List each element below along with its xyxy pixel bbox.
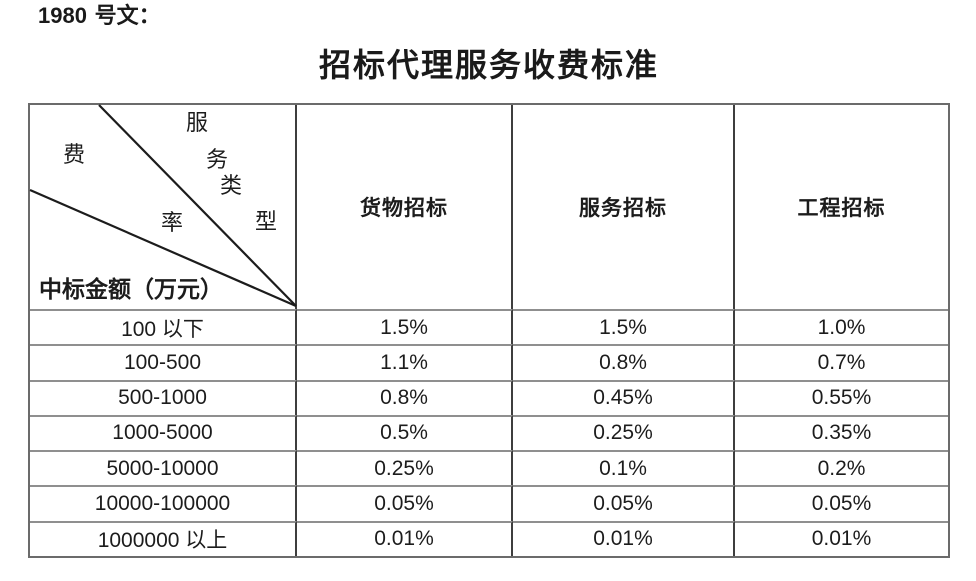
diagonal-lines — [29, 104, 297, 308]
diagonal-label-char: 型 — [254, 210, 277, 235]
fee-value: 1.0% — [735, 309, 948, 344]
fee-table: 服 务 类 型 费 率 中标金额（万元） 货物招标 服务招标 工程招标 100 … — [28, 103, 950, 558]
fee-value: 0.45% — [513, 379, 735, 415]
diagonal-label-char: 务 — [205, 148, 228, 173]
fee-value: 0.35% — [735, 414, 948, 450]
diagonal-label-char: 率 — [160, 211, 183, 236]
row-label: 1000-5000 — [30, 414, 297, 451]
fee-value: 0.25% — [513, 414, 735, 451]
fee-value: 0.05% — [735, 485, 948, 520]
fee-value: 0.5% — [297, 414, 513, 451]
corner-header-cell: 服 务 类 型 费 率 中标金额（万元） — [29, 104, 297, 309]
fee-value: 0.01% — [513, 520, 735, 556]
fee-value: 0.55% — [735, 379, 948, 415]
row-label: 5000-10000 — [30, 450, 297, 486]
page-title: 招标代理服务收费标准 — [318, 46, 659, 84]
amount-header-label: 中标金额（万元） — [39, 276, 223, 303]
column-header-goods: 货物招标 — [297, 105, 513, 309]
fee-value: 1.1% — [297, 344, 513, 380]
fee-value: 1.5% — [297, 309, 513, 345]
fee-value: 0.1% — [513, 450, 735, 486]
fee-value: 0.8% — [513, 344, 735, 380]
fee-value: 0.25% — [297, 450, 513, 486]
fee-value: 0.2% — [735, 450, 948, 485]
row-label: 100 以下 — [30, 309, 297, 345]
row-label: 1000000 以上 — [30, 520, 297, 556]
doc-number-suffix: 号文： — [86, 3, 161, 29]
row-label: 10000-100000 — [30, 485, 297, 521]
fee-value: 0.05% — [297, 485, 513, 521]
fee-value: 0.01% — [297, 520, 513, 556]
doc-number-label: 1980 号文： — [38, 3, 161, 29]
fee-value: 0.01% — [735, 520, 948, 556]
doc-number: 1980 — [38, 3, 87, 28]
fee-value: 0.8% — [297, 379, 513, 415]
diagonal-label-char: 费 — [62, 143, 85, 168]
fee-value: 1.5% — [513, 309, 735, 345]
row-label: 500-1000 — [30, 379, 297, 415]
row-label: 100-500 — [30, 344, 297, 380]
column-header-service: 服务招标 — [513, 105, 735, 309]
column-header-engineering: 工程招标 — [797, 195, 886, 220]
diagonal-label-char: 服 — [185, 111, 208, 136]
fee-value: 0.05% — [513, 485, 735, 521]
fee-value: 0.7% — [735, 344, 948, 379]
diagonal-label-char: 类 — [219, 174, 242, 199]
